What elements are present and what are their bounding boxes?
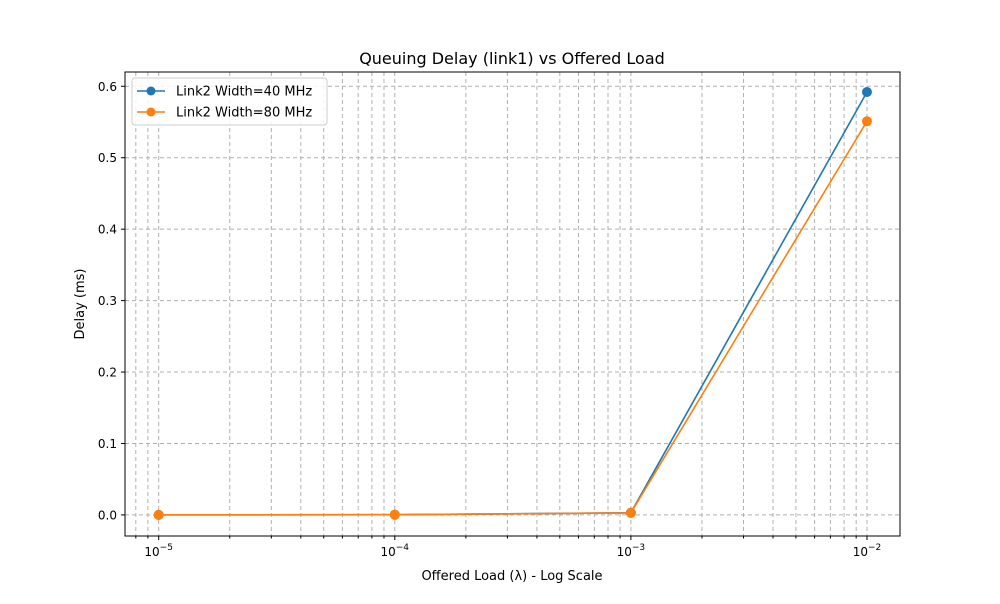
series-2-point: [389, 509, 400, 520]
x-tick-exponent: −2: [868, 543, 881, 553]
grid: [125, 72, 900, 536]
y-tick-label: 0.0: [98, 508, 117, 522]
x-tick-base: 10: [380, 545, 395, 559]
x-tick-label: 10−3: [617, 543, 646, 559]
x-tick-base: 10: [617, 545, 632, 559]
legend: Link2 Width=40 MHz Link2 Width=80 MHz: [131, 77, 328, 126]
x-axis-label: Offered Load (λ) - Log Scale: [421, 569, 602, 584]
y-tick-label: 0.6: [98, 80, 117, 94]
x-axis-ticks: 10−5 10−4 10−3 10−2: [135, 536, 882, 559]
y-axis-label: Delay (ms): [73, 269, 88, 340]
x-tick-label: 10−4: [380, 543, 409, 559]
legend-marker: [146, 107, 156, 117]
x-tick-exponent: −4: [396, 543, 410, 553]
legend-label: Link2 Width=80 MHz: [176, 106, 312, 121]
series-2-point: [625, 507, 636, 518]
x-tick-exponent: −5: [160, 543, 173, 553]
legend-box: [131, 77, 328, 126]
series-layer: [153, 87, 872, 520]
y-tick-label: 0.5: [98, 151, 117, 165]
series-line-2: [158, 120, 868, 516]
legend-label: Link2 Width=40 MHz: [176, 85, 312, 100]
x-tick-base: 10: [144, 545, 159, 559]
y-tick-label: 0.1: [98, 437, 117, 451]
x-tick-label: 10−2: [853, 543, 882, 559]
y-tick-label: 0.4: [98, 223, 117, 237]
y-tick-label: 0.3: [98, 294, 117, 308]
x-tick-base: 10: [853, 545, 868, 559]
x-tick-label: 10−5: [144, 543, 173, 559]
y-axis-ticks: 0.0 0.1 0.2 0.3 0.4 0.5 0.6: [98, 80, 125, 522]
legend-marker: [146, 86, 156, 96]
series-2-point: [153, 509, 164, 520]
x-tick-exponent: −3: [632, 543, 645, 553]
y-tick-label: 0.2: [98, 366, 117, 380]
series-2-point: [861, 116, 872, 127]
plot-area-frame: [124, 71, 901, 537]
series-1-point: [861, 87, 872, 98]
chart-title: Queuing Delay (link1) vs Offered Load: [359, 49, 665, 68]
